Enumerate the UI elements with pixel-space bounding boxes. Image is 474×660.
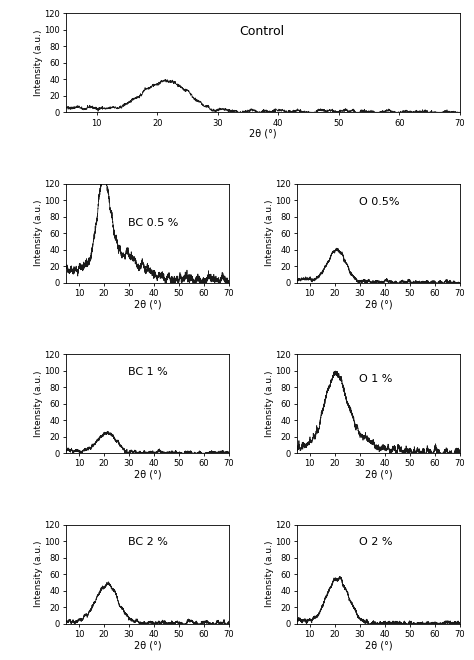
Text: O 0.5%: O 0.5%: [359, 197, 400, 207]
X-axis label: 2θ (°): 2θ (°): [365, 640, 392, 650]
Y-axis label: Intensity (a.u.): Intensity (a.u.): [34, 30, 43, 96]
Text: Control: Control: [239, 24, 284, 38]
X-axis label: 2θ (°): 2θ (°): [249, 129, 277, 139]
Text: O 2 %: O 2 %: [359, 537, 392, 547]
X-axis label: 2θ (°): 2θ (°): [134, 300, 162, 310]
Y-axis label: Intensity (a.u.): Intensity (a.u.): [34, 200, 43, 267]
Y-axis label: Intensity (a.u.): Intensity (a.u.): [265, 200, 274, 267]
X-axis label: 2θ (°): 2θ (°): [365, 470, 392, 480]
Text: BC 1 %: BC 1 %: [128, 367, 168, 377]
Text: BC 2 %: BC 2 %: [128, 537, 168, 547]
X-axis label: 2θ (°): 2θ (°): [134, 640, 162, 650]
Y-axis label: Intensity (a.u.): Intensity (a.u.): [265, 370, 274, 437]
Text: O 1 %: O 1 %: [359, 374, 392, 384]
Y-axis label: Intensity (a.u.): Intensity (a.u.): [34, 541, 43, 607]
X-axis label: 2θ (°): 2θ (°): [134, 470, 162, 480]
Y-axis label: Intensity (a.u.): Intensity (a.u.): [265, 541, 274, 607]
Text: BC 0.5 %: BC 0.5 %: [128, 218, 179, 228]
Y-axis label: Intensity (a.u.): Intensity (a.u.): [34, 370, 43, 437]
X-axis label: 2θ (°): 2θ (°): [365, 300, 392, 310]
